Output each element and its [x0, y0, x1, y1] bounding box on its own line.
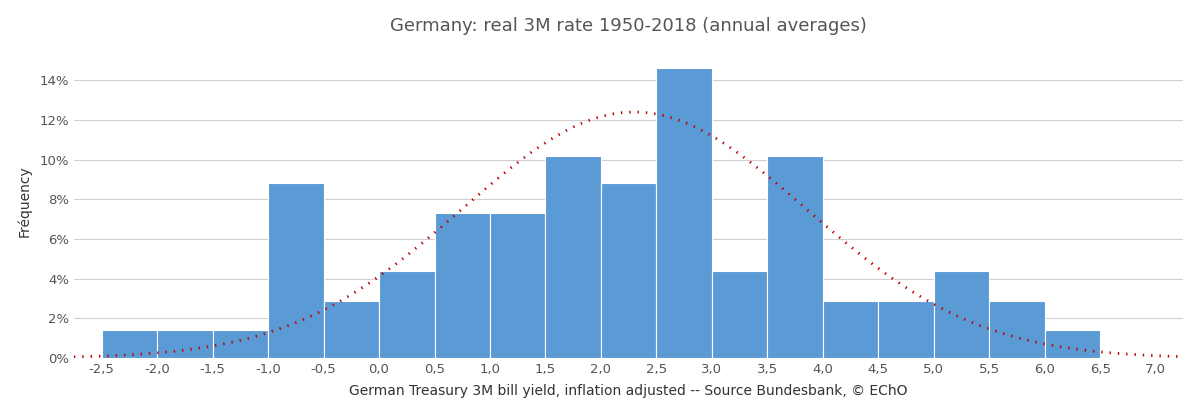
Bar [212, 330, 268, 358]
Bar [989, 300, 1045, 358]
Bar [767, 156, 823, 358]
Bar [823, 300, 878, 358]
Bar [268, 183, 324, 358]
Bar [546, 156, 601, 358]
Bar [102, 330, 157, 358]
Title: Germany: real 3M rate 1950-2018 (annual averages): Germany: real 3M rate 1950-2018 (annual … [390, 17, 868, 35]
Bar [601, 183, 656, 358]
Bar [934, 271, 989, 358]
Bar [712, 271, 767, 358]
Bar [324, 300, 379, 358]
Bar [490, 213, 546, 358]
Bar [878, 300, 934, 358]
Bar [434, 213, 490, 358]
Bar [656, 68, 712, 358]
Bar [1045, 330, 1100, 358]
X-axis label: German Treasury 3M bill yield, inflation adjusted -- Source Bundesbank, © EChO: German Treasury 3M bill yield, inflation… [349, 384, 908, 398]
Bar [379, 271, 434, 358]
Y-axis label: Fréquency: Fréquency [17, 166, 31, 237]
Bar [157, 330, 212, 358]
